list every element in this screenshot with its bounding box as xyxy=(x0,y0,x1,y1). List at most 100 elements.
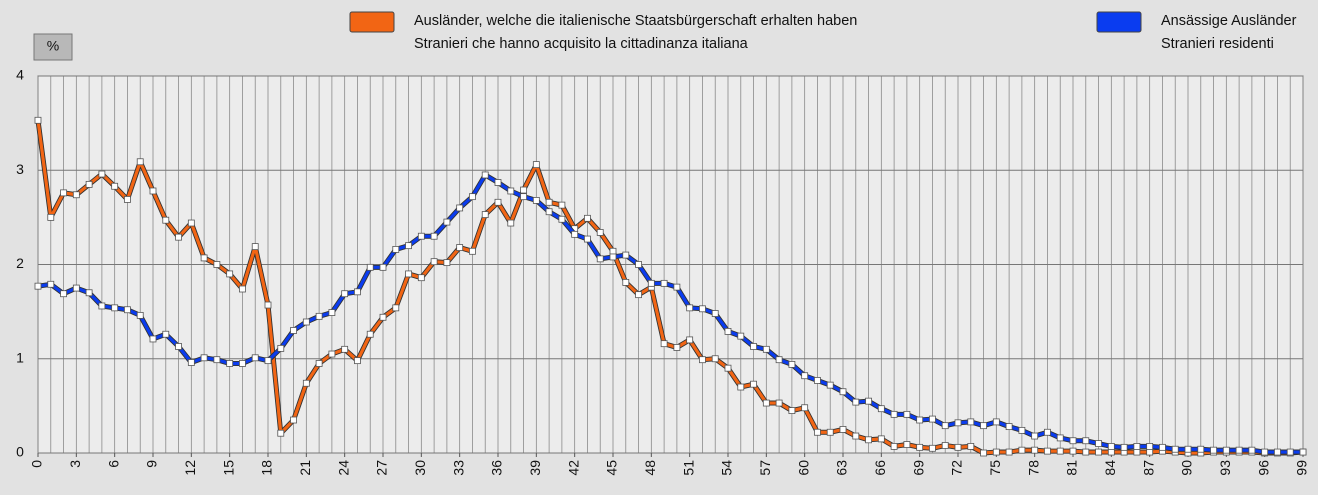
point-marker xyxy=(98,302,106,310)
point-marker xyxy=(520,193,527,201)
point-marker xyxy=(494,198,502,206)
point-marker xyxy=(277,344,285,352)
point-marker xyxy=(226,270,234,278)
x-tick-label: 33 xyxy=(450,460,466,476)
point-marker xyxy=(699,305,706,313)
point-marker xyxy=(290,416,297,424)
series-line xyxy=(37,173,1303,454)
point-marker xyxy=(941,422,949,430)
point-marker xyxy=(1235,446,1243,454)
point-marker xyxy=(1056,447,1064,455)
point-marker xyxy=(1018,446,1026,454)
point-marker xyxy=(992,448,1000,456)
x-tick-label: 12 xyxy=(182,460,198,476)
point-marker xyxy=(328,350,336,358)
x-tick-label: 0 xyxy=(29,460,45,468)
point-marker xyxy=(929,415,936,423)
point-marker xyxy=(750,343,757,350)
legend-label: Stranieri che hanno acquisito la cittadi… xyxy=(414,36,749,52)
point-marker xyxy=(239,360,246,367)
point-marker xyxy=(724,328,732,335)
point-marker xyxy=(341,290,349,298)
point-marker xyxy=(481,211,489,218)
point-marker xyxy=(711,310,719,317)
point-marker xyxy=(954,443,962,451)
point-marker xyxy=(277,429,285,437)
x-tick-label: 75 xyxy=(987,460,1003,476)
y-axis-label: % xyxy=(47,38,59,54)
point-marker xyxy=(443,259,451,267)
point-marker xyxy=(1248,446,1256,454)
point-marker xyxy=(686,304,694,312)
point-marker xyxy=(1261,448,1269,456)
legend-swatch xyxy=(1096,11,1142,33)
legend-label: Ansässige Ausländer xyxy=(1161,13,1297,29)
point-marker xyxy=(941,442,949,449)
point-marker xyxy=(72,191,80,199)
point-marker xyxy=(762,399,770,407)
point-marker xyxy=(175,233,182,241)
point-marker xyxy=(328,309,336,316)
point-marker xyxy=(750,380,757,388)
point-marker xyxy=(34,116,42,124)
point-marker xyxy=(1056,434,1064,442)
point-marker xyxy=(1082,437,1090,445)
point-marker xyxy=(775,356,783,364)
point-marker xyxy=(162,216,170,224)
point-marker xyxy=(532,197,540,204)
point-marker xyxy=(1120,443,1128,451)
point-marker xyxy=(635,261,642,268)
point-marker xyxy=(149,335,157,343)
point-marker xyxy=(1299,448,1307,456)
point-marker xyxy=(200,354,208,362)
y-tick-label: 0 xyxy=(16,444,24,460)
point-marker xyxy=(124,306,131,314)
point-marker xyxy=(711,355,719,363)
point-marker xyxy=(660,279,668,287)
point-marker xyxy=(1095,440,1102,447)
point-marker xyxy=(801,404,809,412)
point-marker xyxy=(136,158,144,166)
x-tick-label: 96 xyxy=(1255,460,1271,476)
point-marker xyxy=(660,340,668,348)
point-marker xyxy=(992,418,1000,426)
point-marker xyxy=(239,285,246,293)
x-tick-label: 90 xyxy=(1179,460,1195,476)
point-marker xyxy=(213,261,221,268)
point-marker xyxy=(226,360,234,367)
x-tick-label: 81 xyxy=(1064,460,1080,476)
point-marker xyxy=(520,186,527,194)
x-tick-label: 30 xyxy=(412,460,428,476)
point-marker xyxy=(481,171,489,179)
x-tick-label: 27 xyxy=(374,460,390,476)
point-marker xyxy=(1286,448,1294,456)
point-marker xyxy=(609,253,617,261)
x-tick-label: 15 xyxy=(220,460,236,476)
x-tick-label: 87 xyxy=(1140,460,1156,476)
point-marker xyxy=(379,313,387,321)
point-marker xyxy=(865,436,872,444)
point-marker xyxy=(1082,448,1090,456)
point-marker xyxy=(1005,423,1013,431)
point-marker xyxy=(302,379,310,387)
x-tick-label: 84 xyxy=(1102,460,1118,476)
point-marker xyxy=(762,345,770,353)
point-marker xyxy=(124,196,131,203)
point-marker xyxy=(1107,448,1115,456)
x-tick-label: 42 xyxy=(565,460,581,476)
point-marker xyxy=(877,435,885,443)
point-marker xyxy=(392,304,400,312)
point-marker xyxy=(571,230,579,238)
point-marker xyxy=(1031,432,1039,440)
point-marker xyxy=(354,357,361,365)
point-marker xyxy=(366,263,374,271)
point-marker xyxy=(1184,445,1192,453)
point-marker xyxy=(136,311,144,319)
point-marker xyxy=(622,251,630,259)
point-marker xyxy=(430,258,438,266)
y-tick-label: 3 xyxy=(16,161,24,177)
point-marker xyxy=(405,270,412,278)
x-tick-label: 18 xyxy=(259,460,275,476)
point-marker xyxy=(890,443,898,450)
